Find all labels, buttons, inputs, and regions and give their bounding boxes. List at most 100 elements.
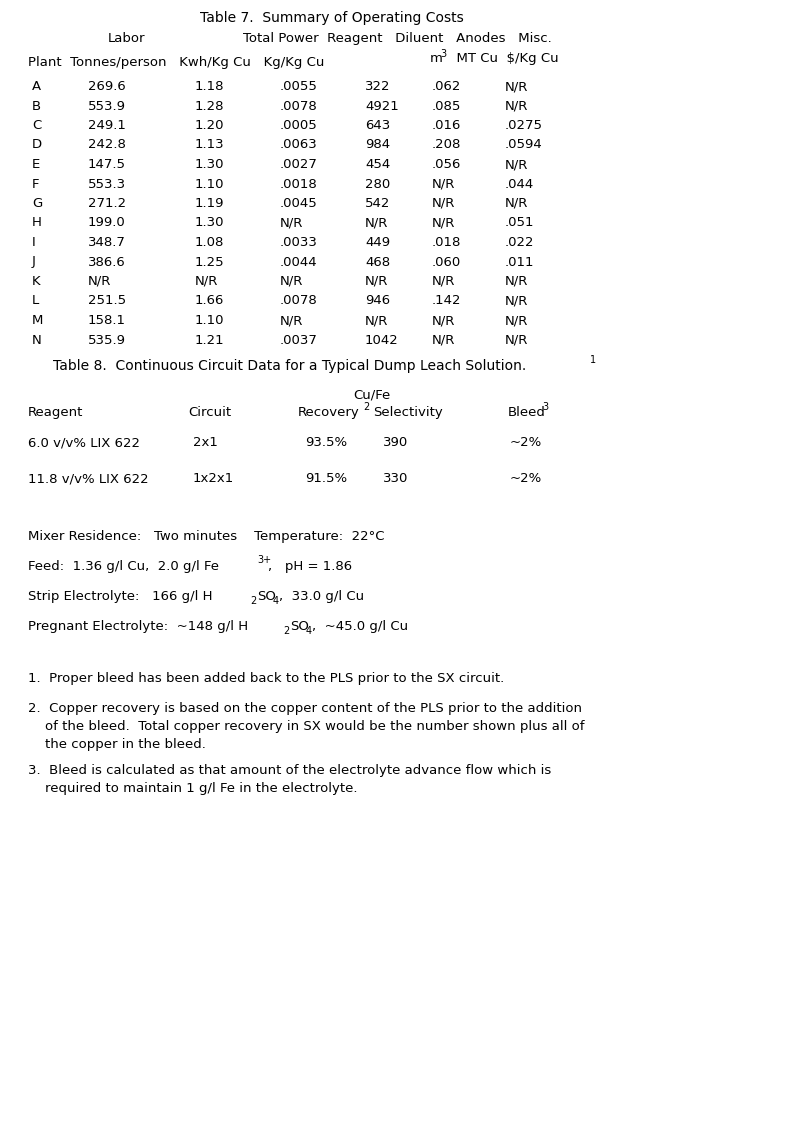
Text: 91.5%: 91.5% bbox=[305, 472, 347, 485]
Text: .051: .051 bbox=[505, 216, 534, 230]
Text: .016: .016 bbox=[432, 119, 462, 132]
Text: N/R: N/R bbox=[505, 314, 528, 327]
Text: .044: .044 bbox=[505, 178, 534, 190]
Text: ,   pH = 1.86: , pH = 1.86 bbox=[268, 560, 352, 573]
Text: the copper in the bleed.: the copper in the bleed. bbox=[28, 738, 206, 751]
Text: N/R: N/R bbox=[432, 314, 455, 327]
Text: .0055: .0055 bbox=[280, 80, 318, 93]
Text: N/R: N/R bbox=[432, 275, 455, 288]
Text: Total Power  Reagent   Diluent   Anodes   Misc.: Total Power Reagent Diluent Anodes Misc. bbox=[243, 32, 552, 45]
Text: SO: SO bbox=[257, 590, 276, 604]
Text: 1.25: 1.25 bbox=[195, 256, 225, 268]
Text: K: K bbox=[32, 275, 41, 288]
Text: N/R: N/R bbox=[432, 216, 455, 230]
Text: 147.5: 147.5 bbox=[88, 158, 126, 171]
Text: 3: 3 bbox=[542, 402, 548, 412]
Text: 390: 390 bbox=[383, 436, 408, 449]
Text: .060: .060 bbox=[432, 256, 462, 268]
Text: 3.  Bleed is calculated as that amount of the electrolyte advance flow which is: 3. Bleed is calculated as that amount of… bbox=[28, 765, 551, 777]
Text: N/R: N/R bbox=[365, 216, 388, 230]
Text: 1.10: 1.10 bbox=[195, 314, 225, 327]
Text: 386.6: 386.6 bbox=[88, 256, 126, 268]
Text: .0594: .0594 bbox=[505, 138, 542, 152]
Text: N/R: N/R bbox=[280, 314, 303, 327]
Text: N/R: N/R bbox=[505, 99, 528, 113]
Text: .0018: .0018 bbox=[280, 178, 318, 190]
Text: of the bleed.  Total copper recovery in SX would be the number shown plus all of: of the bleed. Total copper recovery in S… bbox=[28, 720, 585, 733]
Text: .062: .062 bbox=[432, 80, 462, 93]
Text: N/R: N/R bbox=[280, 216, 303, 230]
Text: N/R: N/R bbox=[505, 80, 528, 93]
Text: m: m bbox=[430, 52, 443, 65]
Text: 2: 2 bbox=[283, 626, 290, 636]
Text: L: L bbox=[32, 295, 39, 307]
Text: Cu/Fe: Cu/Fe bbox=[353, 388, 390, 401]
Text: N/R: N/R bbox=[505, 275, 528, 288]
Text: .0275: .0275 bbox=[505, 119, 543, 132]
Text: 2.  Copper recovery is based on the copper content of the PLS prior to the addit: 2. Copper recovery is based on the coppe… bbox=[28, 701, 582, 715]
Text: Circuit: Circuit bbox=[188, 406, 231, 419]
Text: 322: 322 bbox=[365, 80, 390, 93]
Text: N/R: N/R bbox=[195, 275, 218, 288]
Text: 1.19: 1.19 bbox=[195, 197, 225, 211]
Text: 269.6: 269.6 bbox=[88, 80, 126, 93]
Text: Reagent: Reagent bbox=[28, 406, 83, 419]
Text: 553.9: 553.9 bbox=[88, 99, 126, 113]
Text: 1.20: 1.20 bbox=[195, 119, 225, 132]
Text: 348.7: 348.7 bbox=[88, 236, 126, 249]
Text: B: B bbox=[32, 99, 41, 113]
Text: required to maintain 1 g/l Fe in the electrolyte.: required to maintain 1 g/l Fe in the ele… bbox=[28, 781, 358, 795]
Text: 271.2: 271.2 bbox=[88, 197, 126, 211]
Text: Feed:  1.36 g/l Cu,  2.0 g/l Fe: Feed: 1.36 g/l Cu, 2.0 g/l Fe bbox=[28, 560, 219, 573]
Text: 946: 946 bbox=[365, 295, 390, 307]
Text: 454: 454 bbox=[365, 158, 390, 171]
Text: H: H bbox=[32, 216, 42, 230]
Text: Selectivity: Selectivity bbox=[373, 406, 442, 419]
Text: ~2%: ~2% bbox=[510, 436, 542, 449]
Text: J: J bbox=[32, 256, 36, 268]
Text: 3+: 3+ bbox=[257, 555, 271, 565]
Text: 1.10: 1.10 bbox=[195, 178, 225, 190]
Text: .0037: .0037 bbox=[280, 333, 318, 347]
Text: 1.08: 1.08 bbox=[195, 236, 224, 249]
Text: 6.0 v/v% LIX 622: 6.0 v/v% LIX 622 bbox=[28, 436, 140, 449]
Text: .0063: .0063 bbox=[280, 138, 318, 152]
Text: ~2%: ~2% bbox=[510, 472, 542, 485]
Text: 2: 2 bbox=[250, 596, 256, 606]
Text: G: G bbox=[32, 197, 42, 211]
Text: N: N bbox=[32, 333, 42, 347]
Text: 449: 449 bbox=[365, 236, 390, 249]
Text: .0027: .0027 bbox=[280, 158, 318, 171]
Text: N/R: N/R bbox=[365, 275, 388, 288]
Text: 249.1: 249.1 bbox=[88, 119, 126, 132]
Text: 4921: 4921 bbox=[365, 99, 398, 113]
Text: ,  ~45.0 g/l Cu: , ~45.0 g/l Cu bbox=[312, 620, 408, 633]
Text: 553.3: 553.3 bbox=[88, 178, 126, 190]
Text: Table 8.  Continuous Circuit Data for a Typical Dump Leach Solution.: Table 8. Continuous Circuit Data for a T… bbox=[53, 359, 526, 373]
Text: 1.  Proper bleed has been added back to the PLS prior to the SX circuit.: 1. Proper bleed has been added back to t… bbox=[28, 672, 504, 685]
Text: N/R: N/R bbox=[505, 295, 528, 307]
Text: A: A bbox=[32, 80, 41, 93]
Text: 2: 2 bbox=[363, 402, 370, 412]
Text: 1042: 1042 bbox=[365, 333, 398, 347]
Text: Bleed: Bleed bbox=[508, 406, 546, 419]
Text: 1.13: 1.13 bbox=[195, 138, 225, 152]
Text: 280: 280 bbox=[365, 178, 390, 190]
Text: .142: .142 bbox=[432, 295, 462, 307]
Text: .056: .056 bbox=[432, 158, 462, 171]
Text: 3: 3 bbox=[440, 50, 446, 59]
Text: .0078: .0078 bbox=[280, 99, 318, 113]
Text: .0045: .0045 bbox=[280, 197, 318, 211]
Text: .0005: .0005 bbox=[280, 119, 318, 132]
Text: N/R: N/R bbox=[365, 314, 388, 327]
Text: 984: 984 bbox=[365, 138, 390, 152]
Text: N/R: N/R bbox=[280, 275, 303, 288]
Text: .0033: .0033 bbox=[280, 236, 318, 249]
Text: Strip Electrolyte:   166 g/l H: Strip Electrolyte: 166 g/l H bbox=[28, 590, 213, 604]
Text: 1.30: 1.30 bbox=[195, 158, 225, 171]
Text: 1.66: 1.66 bbox=[195, 295, 224, 307]
Text: 542: 542 bbox=[365, 197, 390, 211]
Text: .011: .011 bbox=[505, 256, 534, 268]
Text: I: I bbox=[32, 236, 36, 249]
Text: 251.5: 251.5 bbox=[88, 295, 126, 307]
